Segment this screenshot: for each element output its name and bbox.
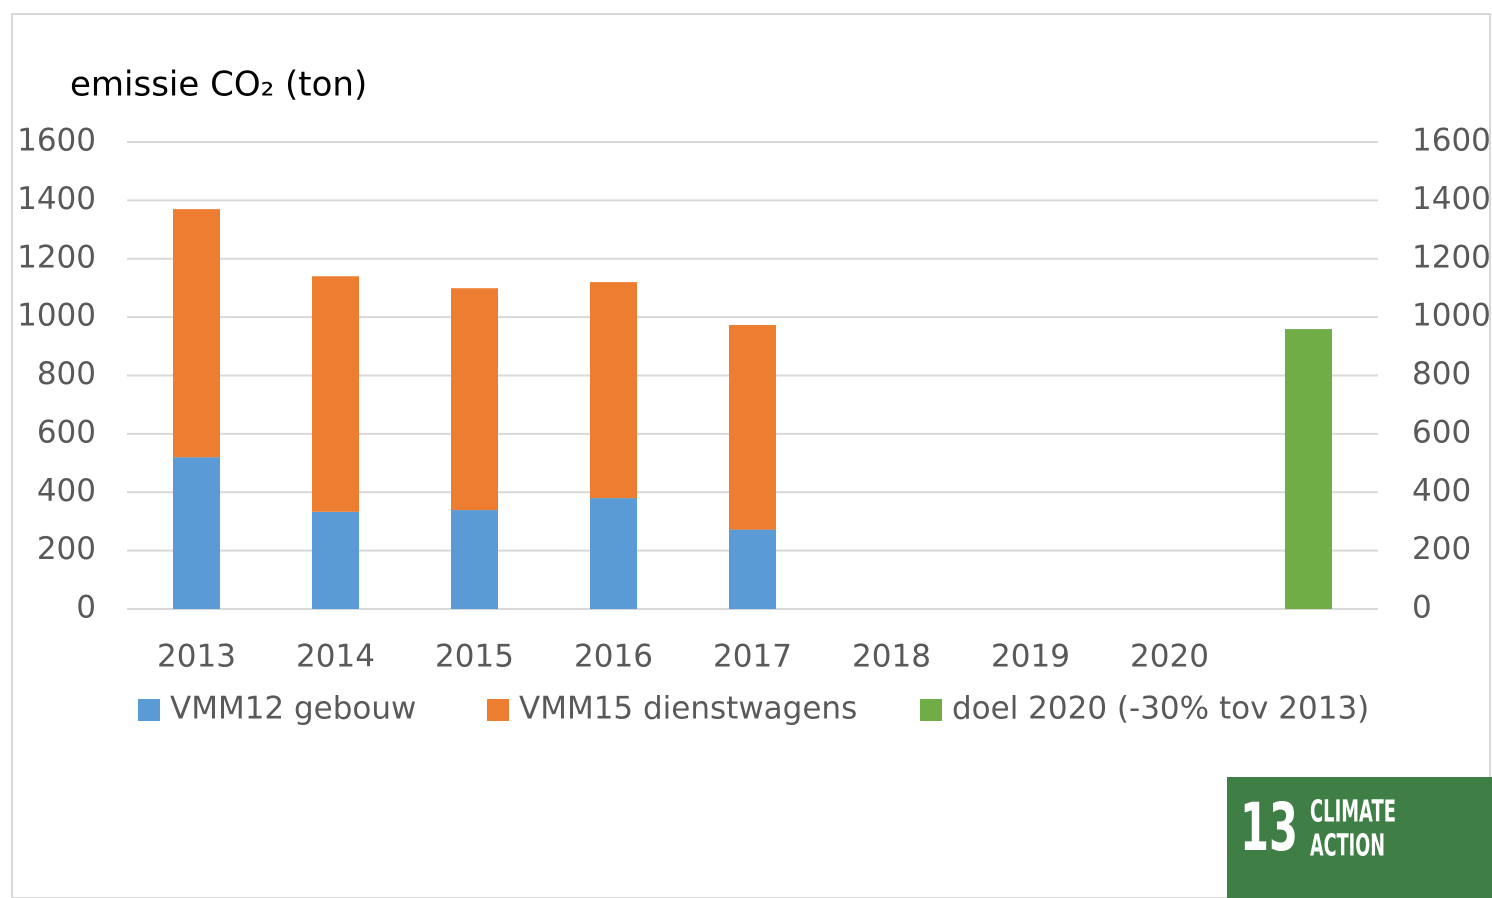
logo-background	[1227, 777, 1492, 898]
bar-segment	[173, 457, 220, 609]
legend-label: doel 2020 (-30% tov 2013)	[952, 691, 1369, 727]
y2-tick-label: 1600	[1412, 123, 1491, 159]
logo-number: 13	[1240, 789, 1298, 866]
y-tick-label: 800	[37, 356, 96, 392]
legend-swatch	[138, 699, 160, 721]
y-tick-label: 200	[37, 531, 96, 567]
x-tick-label: 2020	[1130, 639, 1209, 675]
bar-segment	[1285, 329, 1332, 609]
y-tick-label: 400	[37, 473, 96, 509]
x-tick-label: 2014	[296, 639, 375, 675]
y2-tick-label: 0	[1412, 590, 1432, 626]
bar-segment	[451, 288, 498, 511]
logo-text: CLIMATE	[1310, 795, 1396, 830]
y-tick-label: 1600	[17, 123, 96, 159]
y2-tick-label: 1000	[1412, 298, 1491, 334]
bar-segment	[590, 498, 637, 609]
bar-segment	[312, 276, 359, 512]
logo-text: ACTION	[1310, 829, 1385, 864]
y-tick-label: 1200	[17, 239, 96, 275]
bar-segment	[451, 510, 498, 609]
legend-swatch	[920, 699, 942, 721]
y2-tick-label: 200	[1412, 531, 1471, 567]
x-tick-label: 2018	[852, 639, 931, 675]
y-tick-label: 0	[76, 590, 96, 626]
y-tick-label: 1400	[17, 181, 96, 217]
legend-label: VMM15 dienstwagens	[519, 691, 857, 727]
y2-tick-label: 1400	[1412, 181, 1491, 217]
x-tick-label: 2019	[991, 639, 1070, 675]
logo: 13 CLIMATE ACTION	[1227, 777, 1492, 898]
y-tick-label: 600	[37, 414, 96, 450]
y2-tick-label: 400	[1412, 473, 1471, 509]
legend-swatch	[487, 699, 509, 721]
bar-segment	[312, 511, 359, 609]
bar-segment	[173, 209, 220, 458]
x-tick-label: 2013	[157, 639, 236, 675]
y2-tick-label: 1200	[1412, 239, 1491, 275]
y-tick-label: 1000	[17, 298, 96, 334]
bar-segment	[590, 282, 637, 499]
legend-label: VMM12 gebouw	[170, 691, 416, 727]
y2-tick-label: 600	[1412, 414, 1471, 450]
y2-tick-label: 800	[1412, 356, 1471, 392]
bar-segment	[729, 529, 776, 609]
x-tick-label: 2016	[574, 639, 653, 675]
bar-segment	[729, 325, 776, 530]
x-tick-label: 2015	[435, 639, 514, 675]
chart-title: emissie CO₂ (ton)	[70, 65, 367, 105]
x-tick-label: 2017	[713, 639, 792, 675]
